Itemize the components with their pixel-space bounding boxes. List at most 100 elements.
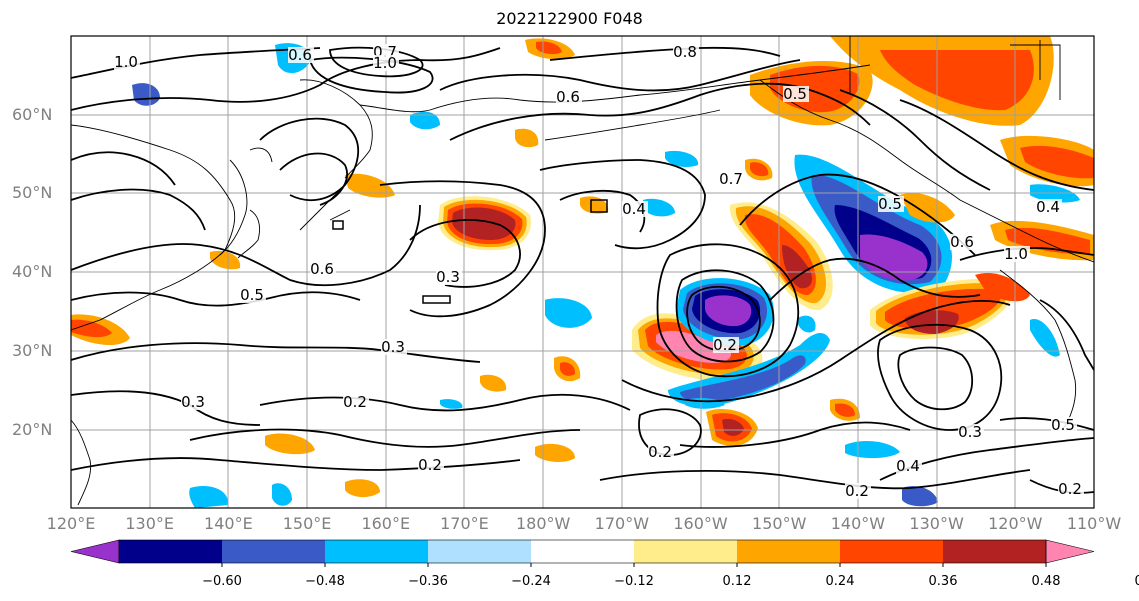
map-frame bbox=[70, 35, 1095, 509]
contour-label-bg bbox=[713, 337, 739, 353]
contour-line bbox=[71, 291, 361, 307]
longitude-tick-label: 180°W bbox=[515, 514, 571, 533]
contour-line bbox=[686, 285, 761, 352]
anomaly-fill bbox=[410, 111, 440, 130]
longitude-tick-label: 130°E bbox=[125, 514, 175, 533]
colorbar-tick-label: −0.48 bbox=[305, 574, 345, 589]
anomaly-fill bbox=[345, 173, 395, 198]
contour-label: 1.0 bbox=[373, 54, 397, 72]
contour-label-bg bbox=[648, 444, 674, 460]
anomaly-fill bbox=[452, 207, 516, 240]
contour-label: 0.3 bbox=[381, 338, 405, 356]
contour-label-bg bbox=[622, 201, 648, 217]
contour-line bbox=[71, 204, 421, 287]
contour-line bbox=[71, 188, 206, 231]
contour-line bbox=[71, 47, 501, 111]
anomaly-fill bbox=[902, 486, 938, 507]
anomaly-fill bbox=[560, 362, 576, 376]
anomaly-fill bbox=[835, 403, 855, 417]
longitude-tick-label: 130°W bbox=[909, 514, 964, 533]
contour-line bbox=[379, 180, 546, 318]
contour-label-bg bbox=[436, 269, 462, 285]
contour-label-bg bbox=[950, 234, 976, 250]
contour-label: 0.4 bbox=[622, 200, 646, 218]
latitude-tick-label: 40°N bbox=[12, 262, 53, 281]
contour-line bbox=[599, 469, 1031, 490]
contour-line bbox=[71, 151, 176, 186]
longitude-tick-label: 170°E bbox=[440, 514, 489, 533]
contour-rects bbox=[332, 199, 608, 304]
map-plot-area: 1.0 0.6 0.71.00.80.6 0.50.70.4 0.50.61.00.30… bbox=[71, 36, 1094, 508]
contour-line bbox=[739, 173, 976, 256]
contour-label-bg bbox=[896, 458, 922, 474]
contour-line bbox=[259, 393, 631, 412]
contour-line bbox=[71, 342, 481, 363]
longitude-tick-label: 160°W bbox=[673, 514, 728, 533]
anomaly-fill bbox=[722, 419, 744, 436]
longitude-tick-label: 120°W bbox=[988, 514, 1043, 533]
colorbar-frame bbox=[118, 539, 1047, 564]
contour-label-bg bbox=[288, 47, 314, 63]
contour-label: 1.0 bbox=[114, 53, 138, 71]
anomaly-fill bbox=[665, 150, 699, 168]
colorbar-tick-label: −0.36 bbox=[408, 574, 448, 589]
contour-label-bg bbox=[310, 261, 336, 277]
anomaly-fill bbox=[545, 298, 592, 328]
contour-label-bg bbox=[1051, 417, 1077, 433]
contour-label: 0.6 bbox=[556, 88, 580, 106]
contour-line bbox=[189, 428, 581, 448]
colorbar-segment bbox=[737, 540, 841, 563]
contour-label-bg bbox=[878, 196, 904, 212]
colorbar-tick-label: 0.12 bbox=[722, 574, 752, 589]
colorbar-tick-label: −0.24 bbox=[511, 574, 551, 589]
contour-label: 0.2 bbox=[845, 482, 869, 500]
coastlines bbox=[71, 36, 1094, 506]
contour-line bbox=[897, 346, 974, 411]
longitude-tick-label: 110°W bbox=[1066, 514, 1122, 533]
contour-line bbox=[549, 46, 781, 61]
longitude-tick-label: 150°W bbox=[752, 514, 807, 533]
map-title: 2022122900 F048 bbox=[496, 9, 643, 28]
contour-label: 0.5 bbox=[240, 286, 264, 304]
contour-label-bg bbox=[845, 483, 871, 499]
anomaly-fill bbox=[440, 399, 463, 409]
contour-line bbox=[449, 82, 871, 141]
contour-label-bg bbox=[181, 394, 207, 410]
contour-label: 0.5 bbox=[878, 195, 902, 213]
latitude-tick-label: 50°N bbox=[12, 183, 53, 202]
contour-label: 0.2 bbox=[713, 336, 737, 354]
contour-line bbox=[621, 299, 1011, 403]
contour-label: 0.8 bbox=[673, 43, 697, 61]
anomaly-fill bbox=[132, 83, 160, 106]
anomaly-fill bbox=[189, 485, 229, 508]
anomaly-fill bbox=[905, 310, 959, 334]
anomaly-fill bbox=[480, 374, 507, 392]
contour-label-bg bbox=[114, 54, 140, 70]
contour-label: 0.2 bbox=[1058, 480, 1082, 498]
colorbar-extend-high bbox=[1045, 539, 1095, 564]
longitude-tick-label: 120°E bbox=[46, 514, 96, 533]
contour-label: 0.2 bbox=[418, 456, 442, 474]
contour-label-bg bbox=[1058, 481, 1084, 497]
contour-line bbox=[439, 59, 801, 92]
anomaly-fill bbox=[975, 272, 1030, 302]
longitude-tick-label: 150°E bbox=[282, 514, 332, 533]
contour-line bbox=[409, 219, 521, 288]
anomaly-fill bbox=[680, 355, 806, 403]
colorbar-segment bbox=[531, 540, 635, 563]
colorbar bbox=[70, 539, 1095, 567]
colorbar-tick-label: 0.48 bbox=[1031, 574, 1061, 589]
colorbar-extend-low bbox=[70, 539, 120, 564]
contour-line bbox=[559, 190, 646, 233]
anomaly-fill bbox=[580, 196, 609, 214]
anomaly-fill bbox=[515, 128, 539, 148]
anomaly-fill bbox=[272, 483, 292, 506]
contour-line bbox=[71, 47, 321, 79]
anomaly-fill bbox=[845, 440, 900, 459]
contour-label: 0.2 bbox=[343, 393, 367, 411]
colorbar-segment bbox=[943, 540, 1047, 563]
anomaly-fill bbox=[1030, 319, 1060, 357]
contour-line bbox=[679, 421, 911, 448]
contour-label-bg bbox=[1004, 246, 1030, 262]
